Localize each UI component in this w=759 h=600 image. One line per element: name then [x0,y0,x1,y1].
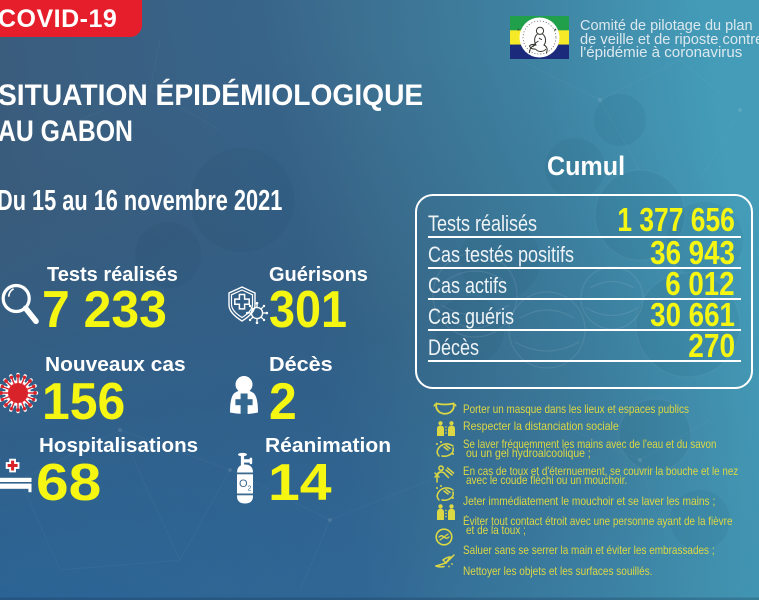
svg-text:2: 2 [248,486,252,493]
svg-text:O: O [239,478,248,490]
